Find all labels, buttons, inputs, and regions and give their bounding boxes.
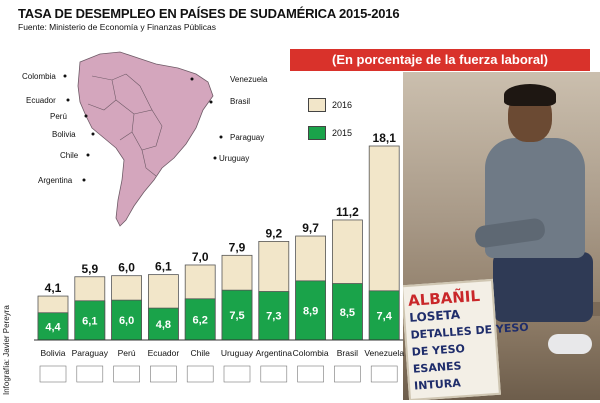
photo-hair: [504, 84, 556, 106]
map-label-paraguay: Paraguay: [230, 133, 265, 142]
data-label-2016: 6,0: [118, 261, 135, 275]
flag-icon: [370, 365, 398, 383]
map-label-ecuador: Ecuador: [26, 96, 56, 105]
bar-2015: [111, 299, 142, 341]
photo-shoe: [548, 334, 592, 354]
category-label: Ecuador: [148, 348, 180, 358]
flag-icon: [223, 365, 251, 383]
bar-2015: [74, 300, 106, 341]
map-dot: [219, 135, 223, 139]
legend-swatch-2015: [308, 126, 326, 140]
map-dot: [66, 98, 70, 102]
data-label-2015: 7,3: [266, 311, 281, 323]
category-label: Colombia: [293, 348, 329, 358]
flag-icon: [39, 365, 67, 383]
map-dot: [213, 156, 217, 160]
data-label-2016: 5,9: [81, 262, 98, 276]
flag-icon: [297, 365, 324, 383]
map-label-chile: Chile: [60, 151, 79, 160]
data-label-2015: 6,0: [119, 315, 134, 327]
map-border: [115, 99, 135, 141]
data-label-2016: 4,1: [45, 281, 62, 295]
source-note: Fuente: Ministerio de Economía y Finanza…: [18, 22, 216, 32]
data-label-2016: 7,0: [192, 250, 209, 264]
map-label-colombia: Colombia: [22, 72, 56, 81]
data-label-2015: 7,5: [229, 310, 244, 322]
data-label-2016: 9,2: [265, 226, 282, 240]
bar-2015: [295, 280, 327, 341]
data-label-2015: 8,9: [303, 305, 318, 317]
chart-title: TASA DE DESEMPLEO EN PAÍSES DE SUDAMÉRIC…: [18, 6, 400, 21]
map-border: [87, 79, 117, 111]
map-border: [125, 73, 153, 111]
photo-unemployed-worker: ALBAÑIL LOSETA DETALLES DE YESO DE YESO …: [403, 72, 600, 400]
bar-chart: 4,1 4,4 Bolivia 5,9 6,1 Paraguay 6,0 6,0 Perú 6,1…: [34, 131, 404, 383]
map-dot: [82, 178, 86, 182]
map-border: [141, 149, 157, 177]
data-label-2015: 7,4: [377, 310, 393, 322]
photo-legs: [493, 252, 593, 322]
category-label: Perú: [118, 348, 136, 358]
data-label-2016: 18,1: [373, 131, 397, 145]
map-continent: [77, 51, 214, 227]
data-label-2015: 4,4: [45, 321, 61, 333]
data-label-2016: 7,9: [229, 240, 246, 254]
map-label-argentina: Argentina: [38, 176, 73, 185]
map-label-peru: Perú: [50, 112, 67, 121]
map-label-brasil: Brasil: [230, 97, 251, 106]
legend-swatch-2016: [308, 98, 326, 112]
bar-2015: [331, 283, 363, 341]
data-label-2016: 9,7: [302, 221, 319, 235]
flag-icon: [186, 365, 214, 383]
map-label-bolivia: Bolivia: [52, 130, 76, 139]
category-label: Uruguay: [221, 348, 254, 358]
map-dot: [86, 153, 90, 157]
flag-icon: [150, 365, 177, 383]
legend-label-2016: 2016: [332, 100, 353, 110]
map-label-uruguay: Uruguay: [219, 154, 250, 163]
flag-icon: [76, 365, 104, 383]
bar-2015: [147, 307, 179, 341]
map-dot: [84, 114, 88, 118]
legend-label-2015: 2015: [332, 128, 353, 138]
data-label-2016: 6,1: [155, 260, 172, 274]
data-label-2015: 6,2: [193, 314, 208, 326]
map-dot: [209, 100, 213, 104]
map-dot: [91, 132, 95, 136]
data-label-2015: 6,1: [82, 315, 97, 327]
flag-icon: [260, 365, 288, 383]
category-label: Argentina: [256, 348, 293, 358]
south-america-map: Colombia Venezuela Ecuador Brasil Perú P…: [8, 30, 298, 240]
category-label: Chile: [191, 348, 211, 358]
bar-2015: [37, 312, 69, 341]
category-label: Venezuela: [364, 348, 404, 358]
category-label: Bolivia: [40, 348, 65, 358]
category-label: Paraguay: [72, 348, 109, 358]
flag-icon: [113, 365, 140, 383]
map-border: [131, 109, 163, 151]
map-dot: [63, 74, 67, 78]
bar-2015: [258, 291, 290, 341]
map-dot: [190, 77, 194, 81]
chart-subtitle: (En porcentaje de la fuerza laboral): [290, 49, 590, 71]
map-svg: [63, 51, 223, 227]
data-label-2015: 8,5: [340, 307, 355, 319]
category-label: Brasil: [337, 348, 358, 358]
data-label-2015: 4,8: [156, 319, 171, 331]
bar-2015: [184, 298, 216, 341]
flag-icon: [334, 365, 361, 383]
data-label-2016: 11,2: [336, 205, 359, 219]
map-label-venezuela: Venezuela: [230, 75, 268, 84]
